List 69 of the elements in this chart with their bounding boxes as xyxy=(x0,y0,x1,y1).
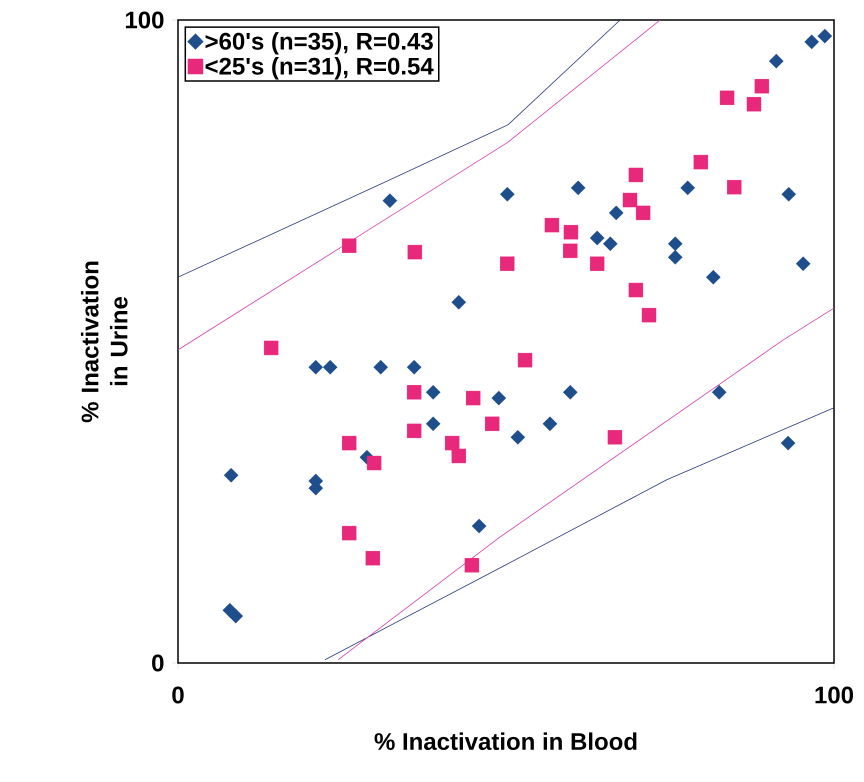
point xyxy=(466,390,480,406)
point xyxy=(464,558,480,572)
point xyxy=(342,238,356,253)
point xyxy=(570,180,586,196)
point xyxy=(500,186,515,202)
line-series xyxy=(324,407,834,660)
point xyxy=(712,384,727,400)
point xyxy=(382,193,398,208)
point xyxy=(818,28,832,44)
point xyxy=(563,244,578,258)
point xyxy=(780,436,796,450)
point xyxy=(628,168,644,182)
point xyxy=(727,180,742,194)
point xyxy=(602,236,618,252)
point xyxy=(445,436,460,450)
point xyxy=(510,430,526,445)
point xyxy=(608,430,622,445)
point xyxy=(342,526,356,540)
point xyxy=(694,154,708,170)
x-axis-title: % Inactivation in Blood xyxy=(374,732,636,750)
legend-label: <25's (n=31), R=0.54 xyxy=(206,57,434,80)
point xyxy=(642,308,656,322)
point xyxy=(781,186,796,202)
point xyxy=(544,218,560,232)
point xyxy=(768,54,784,68)
point xyxy=(308,360,324,375)
point xyxy=(408,244,422,260)
point xyxy=(628,282,644,298)
y-axis-title: % Inactivation in Urine xyxy=(80,262,128,422)
point xyxy=(796,256,811,272)
point xyxy=(373,360,388,375)
point xyxy=(720,90,734,105)
point xyxy=(746,97,762,112)
point xyxy=(608,206,624,220)
point xyxy=(366,456,382,470)
point xyxy=(426,384,441,400)
point xyxy=(590,256,604,271)
point xyxy=(366,550,380,566)
point xyxy=(264,340,278,356)
point xyxy=(590,230,605,246)
point xyxy=(491,390,506,406)
point xyxy=(668,250,683,265)
point xyxy=(562,384,578,400)
point xyxy=(406,385,422,400)
point xyxy=(518,352,532,368)
point xyxy=(754,79,770,94)
point xyxy=(452,448,466,464)
point xyxy=(472,518,486,534)
point xyxy=(485,416,500,432)
point xyxy=(500,256,515,271)
point xyxy=(342,436,356,450)
point xyxy=(322,360,338,375)
point xyxy=(636,206,650,220)
point xyxy=(622,192,638,208)
point xyxy=(426,416,441,432)
point xyxy=(706,270,721,285)
point xyxy=(668,236,683,252)
line-series xyxy=(338,308,834,660)
point xyxy=(228,608,244,624)
point xyxy=(224,468,238,483)
line-series xyxy=(178,20,621,278)
point xyxy=(406,424,422,438)
point xyxy=(406,360,422,375)
point xyxy=(804,34,820,50)
point xyxy=(680,180,696,196)
point xyxy=(564,224,578,240)
point xyxy=(451,294,466,310)
legend-label: >60's (n=35), R=0.43 xyxy=(206,32,433,55)
point xyxy=(542,416,558,432)
